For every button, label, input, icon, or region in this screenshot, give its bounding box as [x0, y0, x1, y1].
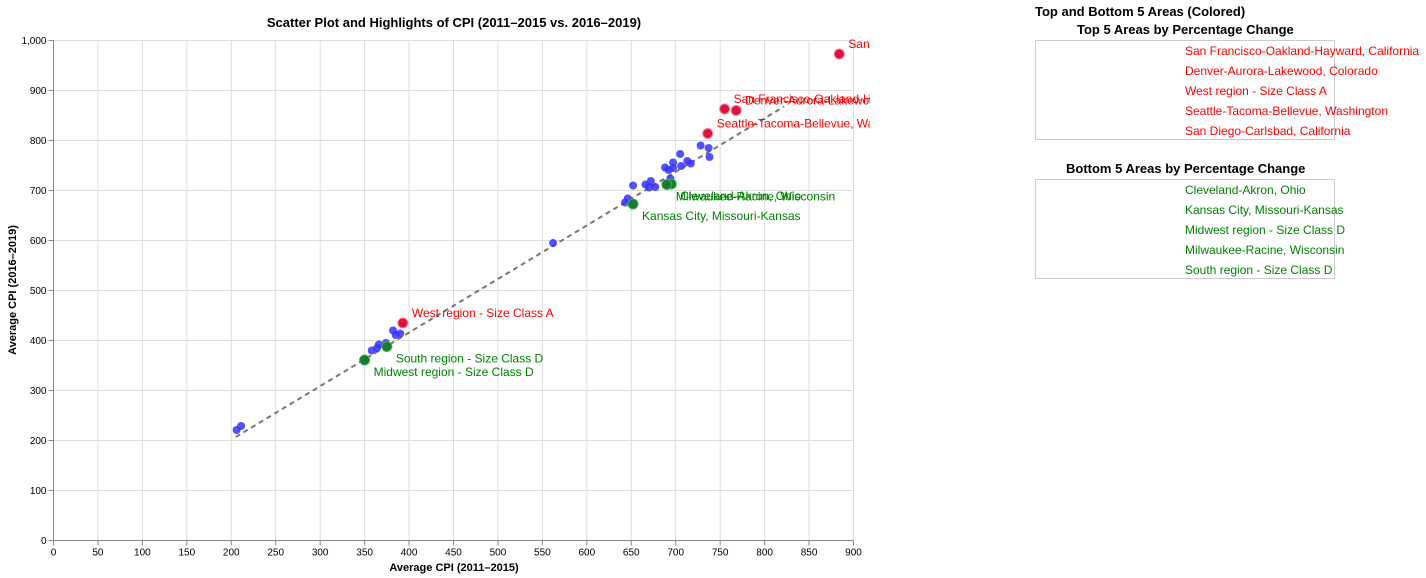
top-point [719, 103, 731, 115]
top-point [833, 48, 845, 60]
top-point [397, 317, 409, 329]
panel-title: Top and Bottom 5 Areas (Colored) [1035, 4, 1246, 19]
gridlines [53, 40, 854, 541]
y-tick-label: 500 [30, 286, 47, 297]
data-point [669, 164, 678, 172]
y-axis-title: Average CPI (2016–2019) [7, 225, 19, 355]
y-tick-label: 100 [30, 486, 47, 497]
x-tick-label: 400 [401, 548, 418, 559]
data-points [232, 48, 845, 434]
x-tick-label: 900 [845, 548, 862, 559]
x-tick-label: 650 [623, 548, 640, 559]
top5-item: San Diego-Carlsbad, California [1185, 124, 1351, 138]
bottom-point [661, 179, 673, 190]
point-label: South region - Size Class D [396, 352, 544, 366]
point-label: Seattle-Tacoma-Bellevue, Washington [717, 117, 870, 131]
x-tick-label: 150 [178, 548, 195, 559]
bottom5-item: Milwaukee-Racine, Wisconsin [1185, 243, 1345, 257]
x-tick-label: 450 [445, 548, 462, 559]
x-tick-label: 0 [51, 548, 57, 559]
data-point [676, 150, 685, 158]
bottom-point [627, 198, 639, 210]
x-tick-label: 700 [667, 548, 684, 559]
x-tick-label: 800 [756, 548, 773, 559]
bottom5-item: Midwest region - Size Class D [1185, 223, 1346, 237]
top5-list: San Francisco-Oakland-Hayward, Californi… [1035, 40, 1419, 140]
point-label: San Diego-Carlsbad, California [848, 37, 870, 51]
point-labels: San Diego-Carlsbad, California San Franci… [374, 37, 870, 379]
data-point [374, 340, 383, 349]
bottom5-heading: Bottom 5 Areas by Percentage Change [1066, 161, 1306, 176]
data-point [549, 239, 558, 247]
data-point [629, 181, 638, 190]
data-point [677, 162, 686, 170]
data-point [396, 329, 405, 338]
point-label: Midwest region - Size Class D [374, 365, 534, 379]
top5-item: Denver-Aurora-Lakewood, Colorado [1185, 64, 1378, 78]
x-tick-label: 850 [801, 548, 818, 559]
chart-title: Scatter Plot and Highlights of CPI (2011… [267, 15, 641, 30]
x-tick-label: 50 [92, 548, 104, 559]
data-point [686, 159, 695, 168]
bottom-point [359, 354, 371, 366]
x-tick-label: 350 [356, 548, 373, 559]
data-point [646, 177, 655, 185]
data-point [669, 158, 678, 167]
y-tick-label: 200 [30, 436, 47, 447]
top-point [730, 105, 742, 116]
trend-line [235, 105, 785, 438]
bottom5-item: Cleveland-Akron, Ohio [1185, 183, 1306, 197]
y-tick-label: 1,000 [21, 36, 46, 47]
x-tick-label: 300 [312, 548, 329, 559]
x-tick-label: 250 [267, 548, 284, 559]
x-tick-label: 200 [223, 548, 240, 559]
y-tick-label: 900 [30, 86, 47, 97]
scatter-chart: Scatter Plot and Highlights of CPI (2011… [7, 15, 870, 574]
point-label: Kansas City, Missouri-Kansas [642, 209, 801, 223]
x-tick-label: 100 [134, 548, 151, 559]
axes: 0 50 100 150 200 250 300 350 400 450 500 550 600 650 7… [21, 36, 862, 559]
x-tick-label: 500 [490, 548, 507, 559]
top5-item: San Francisco-Oakland-Hayward, Californi… [1185, 44, 1420, 58]
point-label: Cleveland-Akron, Ohio [680, 189, 801, 203]
y-tick-label: 0 [41, 536, 47, 547]
y-tick-label: 700 [30, 186, 47, 197]
bottom5-item: South region - Size Class D [1185, 263, 1333, 277]
point-label: West region - Size Class A [412, 306, 554, 320]
data-point [645, 183, 654, 192]
data-point [237, 422, 246, 430]
data-point [696, 141, 705, 150]
y-tick-label: 300 [30, 386, 47, 397]
top5-item: Seattle-Tacoma-Bellevue, Washington [1185, 104, 1388, 118]
data-point [704, 144, 713, 152]
bottom5-list: Cleveland-Akron, Ohio Kansas City, Missou… [1035, 179, 1345, 279]
point-label: San Francisco-Oakland-Hayward, Californi… [734, 92, 870, 106]
top5-heading: Top 5 Areas by Percentage Change [1077, 22, 1294, 37]
data-point [651, 183, 660, 191]
point-label: Denver-Aurora-Lakewood, Colorado [745, 94, 870, 108]
bottom-point [381, 341, 393, 352]
y-tick-label: 600 [30, 236, 47, 247]
trendline [235, 105, 785, 438]
point-label: Milwaukee-Racine, Wisconsin [676, 190, 835, 204]
bottom5-item: Kansas City, Missouri-Kansas [1185, 203, 1344, 217]
x-tick-label: 600 [578, 548, 595, 559]
top5-item: West region - Size Class A [1185, 84, 1327, 98]
data-point [705, 153, 714, 161]
top-point [702, 128, 714, 139]
x-tick-label: 550 [534, 548, 551, 559]
y-tick-label: 400 [30, 336, 47, 347]
x-tick-label: 750 [712, 548, 729, 559]
y-tick-label: 800 [30, 136, 47, 147]
x-axis-title: Average CPI (2011–2015) [389, 562, 519, 574]
